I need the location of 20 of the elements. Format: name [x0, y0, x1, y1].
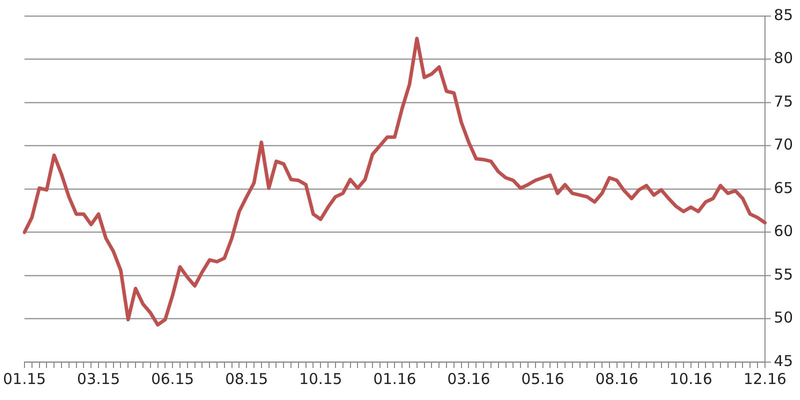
x-tick-label: 10.15 — [299, 370, 342, 388]
y-tick-label: 55 — [774, 265, 794, 284]
x-tick-label: 03.15 — [77, 370, 120, 388]
y-tick-label: 60 — [774, 222, 794, 240]
y-tick-label: 70 — [774, 136, 794, 154]
y-tick-label: 75 — [774, 92, 794, 110]
x-tick-label: 05.16 — [521, 370, 564, 388]
y-tick-label: 65 — [774, 178, 794, 197]
x-tick-label: 08.16 — [595, 370, 638, 388]
y-tick-label: 45 — [774, 352, 794, 370]
x-tick-label: 01.15 — [2, 370, 46, 388]
y-tick-label: 85 — [774, 6, 794, 24]
x-tick-label: 06.15 — [151, 370, 194, 388]
y-tick-label: 80 — [774, 49, 794, 68]
x-tick-label: 08.15 — [225, 370, 268, 388]
x-tick-label: 01.16 — [373, 370, 416, 388]
x-tick-label: 10.16 — [669, 370, 712, 388]
x-tick-label: 12.16 — [743, 370, 786, 388]
y-tick-label: 50 — [774, 308, 794, 327]
x-tick-label: 03.16 — [447, 370, 490, 388]
